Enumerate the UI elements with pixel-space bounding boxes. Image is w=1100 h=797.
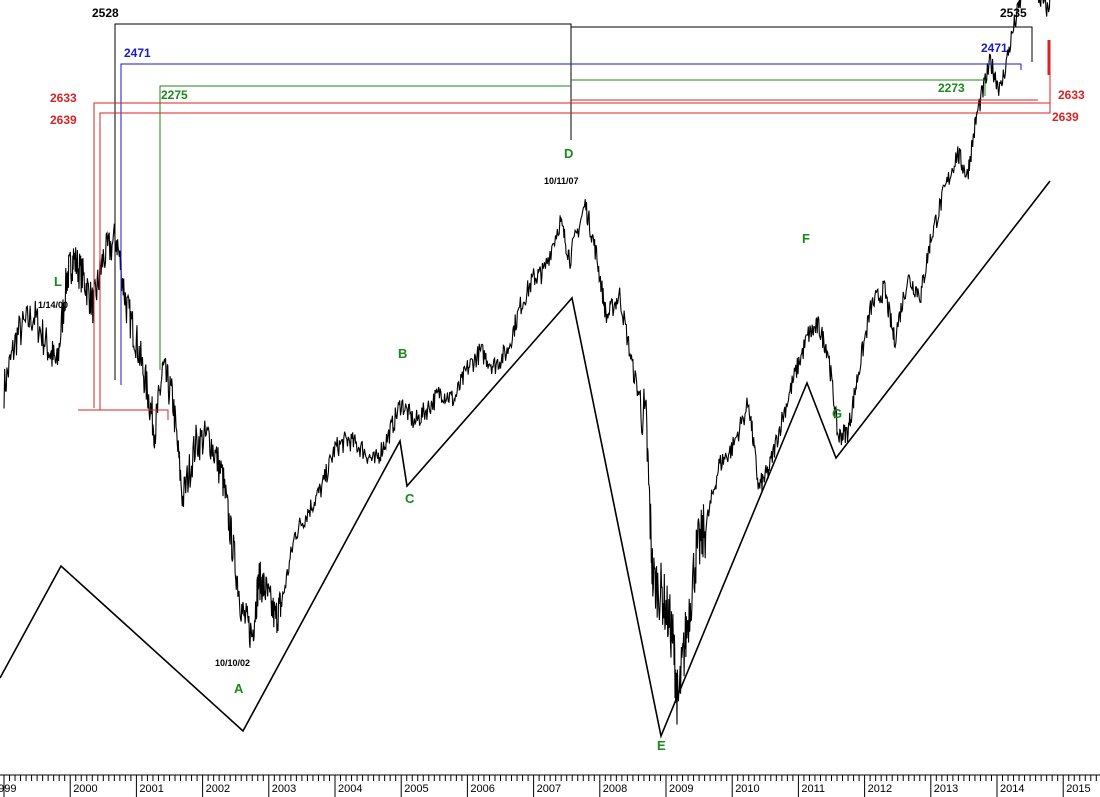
bracket-black-right	[571, 26, 1033, 62]
date-labels: 1/14/00 10/10/02 10/11/07	[38, 176, 579, 668]
x-tick-label-2000: 2000	[73, 783, 97, 795]
wave-path	[0, 180, 1051, 739]
x-tick-label-2004: 2004	[338, 783, 362, 795]
x-tick-label-2006: 2006	[470, 783, 494, 795]
bracket-green	[159, 85, 571, 370]
x-tick-label-1999: 1999	[0, 783, 16, 795]
level-2471-left: 2471	[124, 46, 151, 60]
level-2639-right: 2639	[1052, 110, 1079, 124]
x-tick-label-2014: 2014	[1000, 783, 1024, 795]
level-2528-left: 2528	[92, 6, 119, 20]
x-tick-label-2013: 2013	[934, 783, 958, 795]
x-tick-label-2015: 2015	[1066, 783, 1090, 795]
wave-label-c: C	[405, 491, 415, 506]
level-2633-right: 2633	[1058, 88, 1085, 102]
level-brackets	[78, 23, 1051, 420]
x-tick-label-2011: 2011	[801, 783, 825, 795]
wave-label-b: B	[398, 346, 407, 361]
date-label-10-10-02: 10/10/02	[215, 658, 250, 668]
x-axis: 1999 2000 2001 2002 2003 2004 2005 2006 2007 2008…	[0, 774, 1100, 797]
level-labels: 2528 2535 2471 2471 2275 2273 2633 2633 …	[50, 6, 1085, 127]
level-2471-right: 2471	[981, 41, 1008, 55]
bracket-red-lower	[99, 103, 1051, 411]
date-label-1-14-00: 1/14/00	[38, 300, 68, 310]
date-label-10-11-07: 10/11/07	[544, 176, 579, 186]
bracket-green-right	[571, 79, 986, 96]
x-tick-label-2010: 2010	[735, 783, 759, 795]
level-2535-right: 2535	[1000, 6, 1027, 20]
wave-label-g: G	[832, 406, 842, 421]
wave-label-l: L	[54, 274, 62, 289]
x-tick-label-2012: 2012	[868, 783, 892, 795]
bracket-red-upper	[93, 40, 1051, 408]
price-line	[3, 0, 1051, 725]
wave-labels: L A B C D E F G	[54, 146, 842, 753]
bracket-black	[114, 23, 572, 380]
bracket-red-base	[78, 409, 169, 420]
x-tick-label-2005: 2005	[404, 783, 428, 795]
level-2639-left: 2639	[50, 113, 77, 127]
x-tick-label-2009: 2009	[669, 783, 693, 795]
bracket-blue	[120, 63, 571, 385]
x-tick-label-2007: 2007	[537, 783, 561, 795]
level-2633-left: 2633	[50, 91, 77, 105]
price-series	[3, 0, 1051, 725]
x-tick-label-2003: 2003	[272, 783, 296, 795]
wave-line	[0, 180, 1051, 739]
level-2273-right: 2273	[938, 81, 965, 95]
x-tick-label-2008: 2008	[603, 783, 627, 795]
wave-label-f: F	[802, 231, 810, 246]
bracket-blue-right	[571, 63, 1022, 70]
x-tick-label-2002: 2002	[206, 783, 230, 795]
wave-label-d: D	[564, 146, 573, 161]
level-2275-left: 2275	[161, 88, 188, 102]
x-tick-label-2001: 2001	[139, 783, 163, 795]
wave-label-a: A	[234, 681, 244, 696]
wave-label-e: E	[657, 738, 666, 753]
